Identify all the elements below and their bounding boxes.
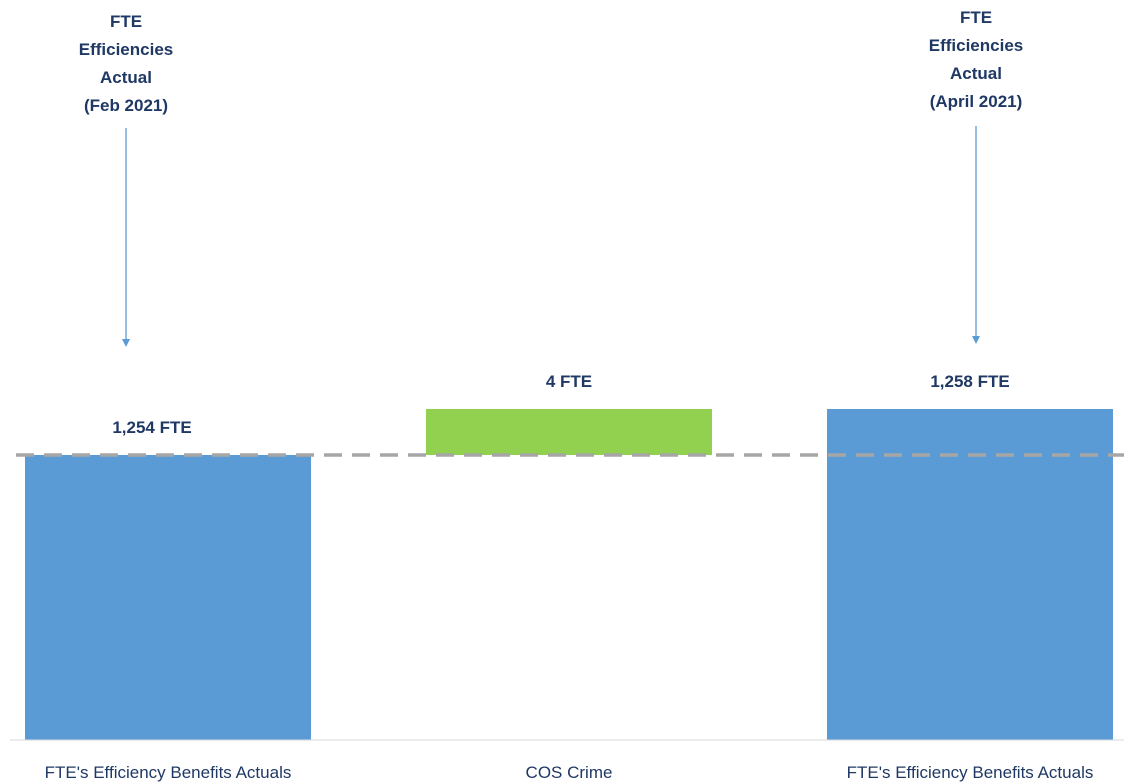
category-label: FTE's Efficiency Benefits Actuals — [847, 763, 1094, 782]
annotation-line: FTE — [109, 12, 143, 31]
annotation-line: (April 2021) — [929, 92, 1023, 111]
bar-total — [25, 455, 311, 740]
bar-total — [827, 409, 1113, 740]
category-label: FTE's Efficiency Benefits Actuals — [45, 763, 292, 782]
data-label: 1,254 FTE — [112, 418, 191, 437]
labels-layer: 1,254 FTE FTE's Efficiency Benefits Actua… — [45, 372, 1094, 782]
annotation-arrow-head — [972, 336, 980, 344]
arrows-layer — [122, 126, 980, 347]
annotation-line: Efficiencies — [78, 40, 174, 59]
annotation-line: Actual — [100, 68, 152, 87]
bars-layer — [25, 409, 1113, 740]
annotation-line: Actual — [950, 64, 1002, 83]
annotation-line: Efficiencies — [928, 36, 1024, 55]
data-label: 4 FTE — [546, 372, 592, 391]
annotation-feb-2021: FTE Efficiencies Actual (Feb 2021) — [26, 8, 226, 120]
annotation-arrow-head — [122, 339, 130, 347]
data-label: 1,258 FTE — [930, 372, 1009, 391]
annotation-april-2021: FTE Efficiencies Actual (April 2021) — [876, 4, 1076, 116]
annotation-line: FTE — [959, 8, 993, 27]
bar-increase — [426, 409, 712, 455]
category-label: COS Crime — [526, 763, 613, 782]
annotation-line: (Feb 2021) — [83, 96, 169, 115]
